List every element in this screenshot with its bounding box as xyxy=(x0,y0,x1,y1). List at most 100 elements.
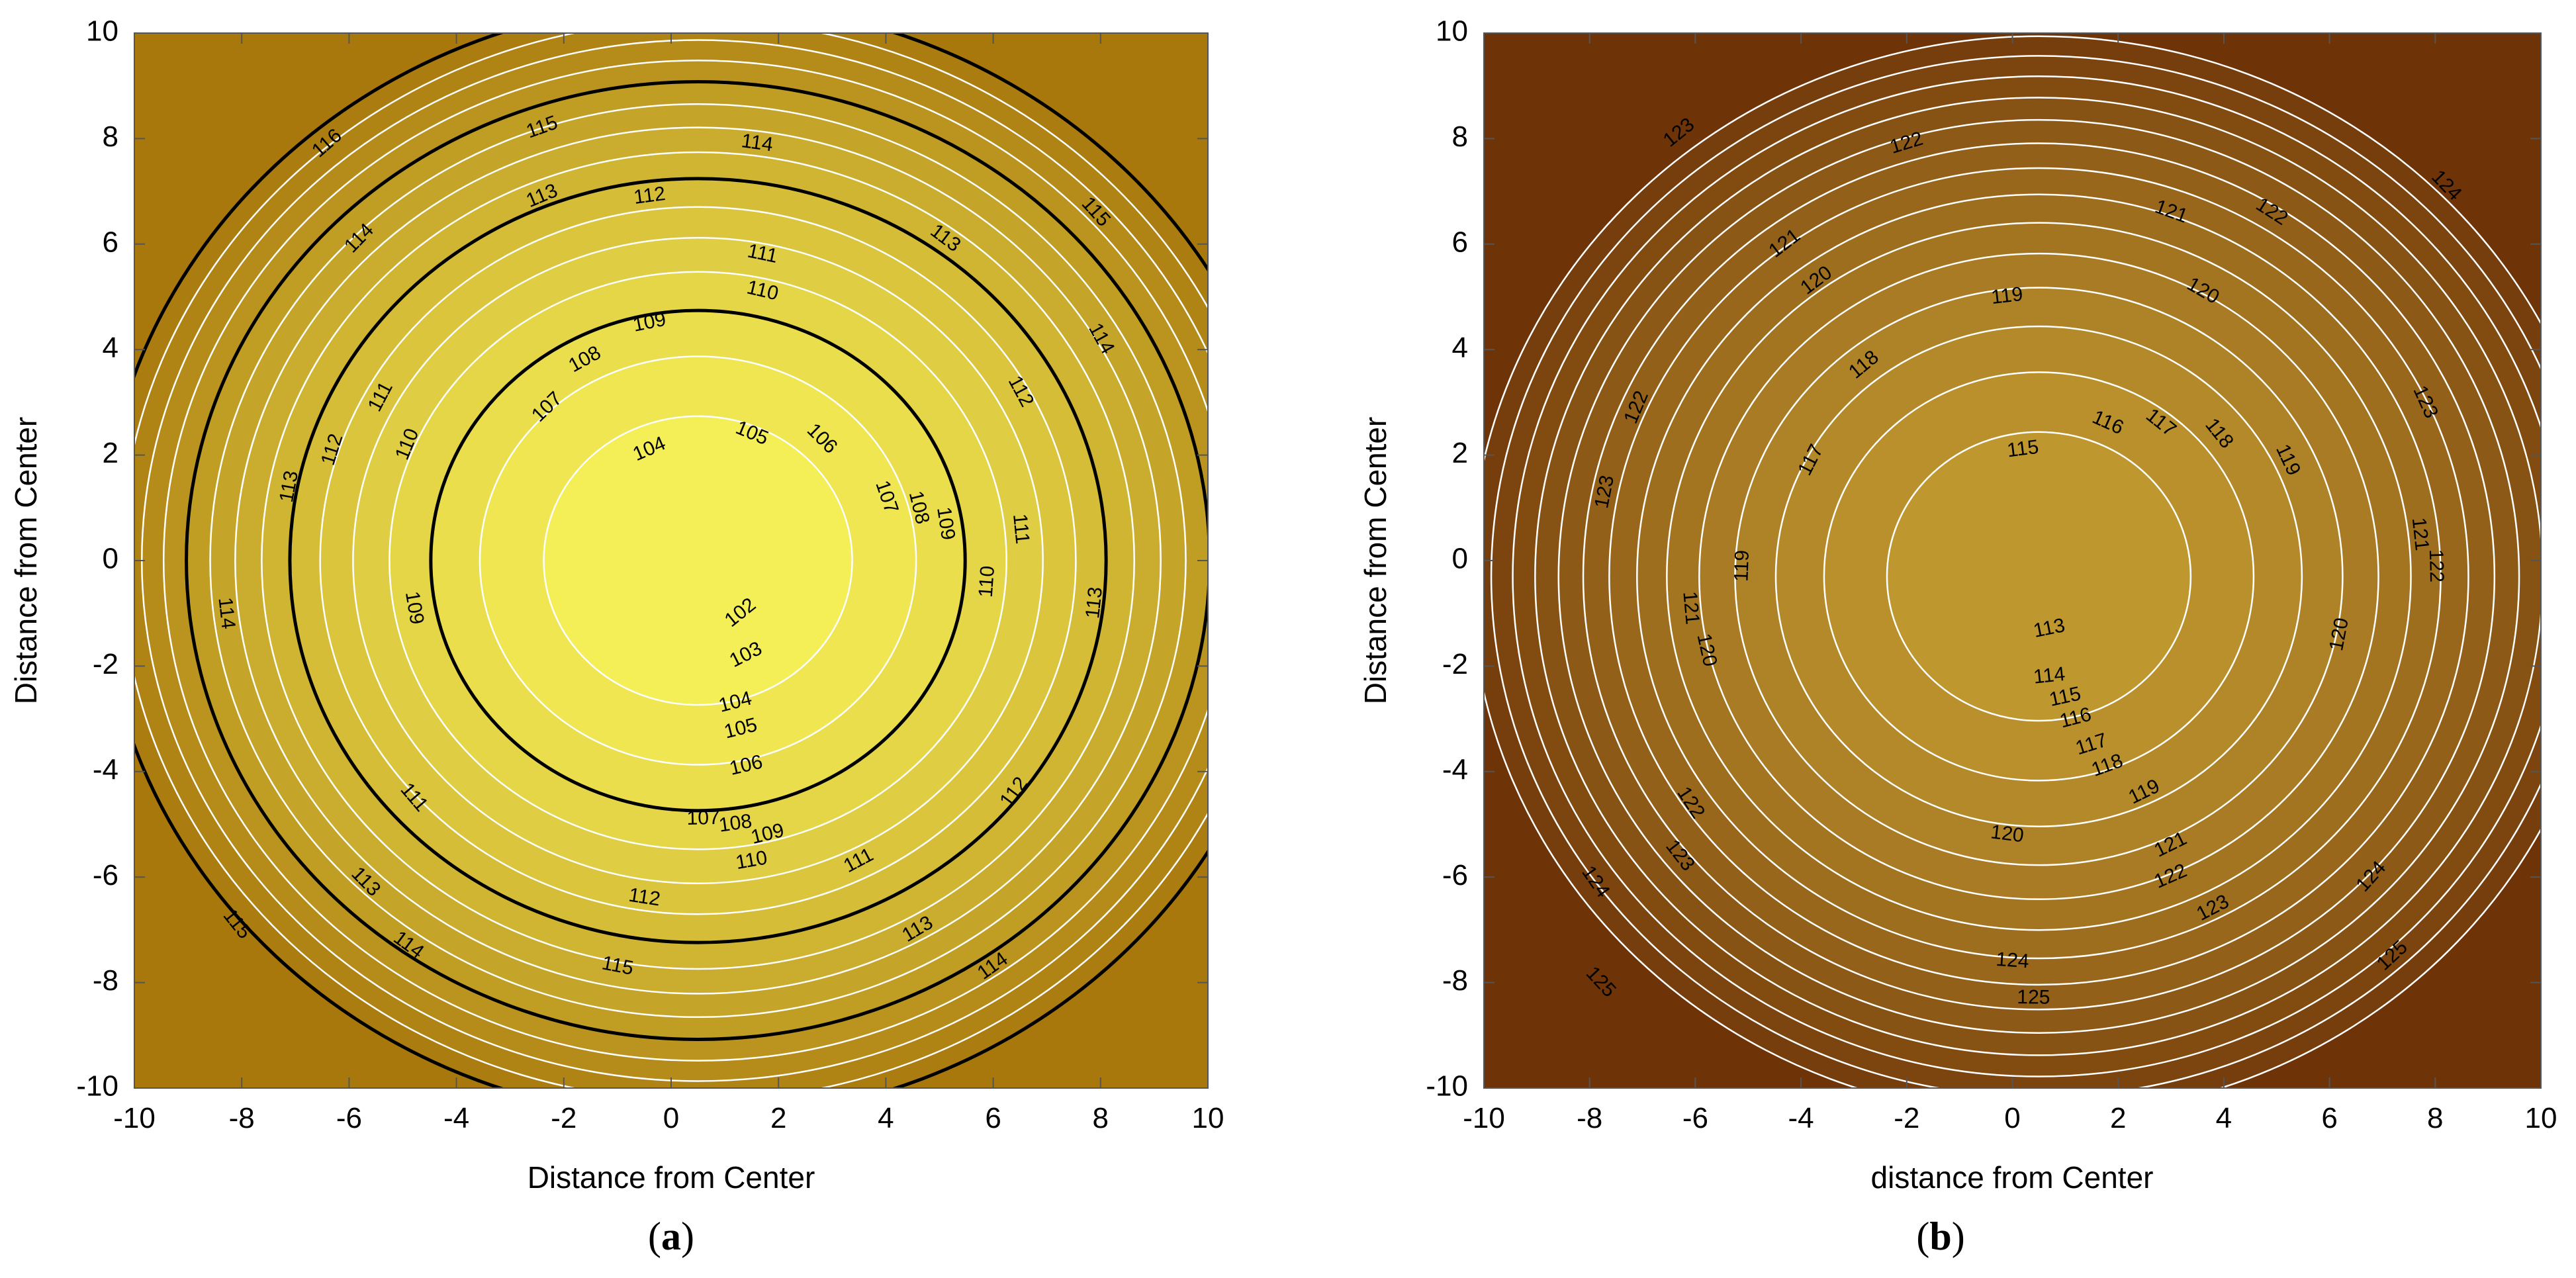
contour-line-110 xyxy=(234,126,1162,995)
y-tick-label: 6 xyxy=(103,226,118,258)
x-axis-title-b: distance from Center xyxy=(1871,1160,2154,1195)
y-tick-label: 4 xyxy=(103,332,118,364)
x-tick-label: -10 xyxy=(1463,1102,1505,1134)
x-tick-label: -8 xyxy=(229,1102,255,1134)
contour-fill-a xyxy=(134,33,1208,1088)
contour-label-120: 120 xyxy=(1990,821,2025,846)
x-tick-label: -2 xyxy=(1894,1102,1919,1134)
contour-line-106 xyxy=(352,236,1044,885)
x-tick-label: -2 xyxy=(551,1102,576,1134)
contour-label-110: 110 xyxy=(734,846,769,874)
y-tick-label: -8 xyxy=(1442,964,1468,997)
x-tick-label: 8 xyxy=(1093,1102,1109,1134)
contour-line-124 xyxy=(1491,55,2541,1088)
contour-line-118 xyxy=(1636,193,2442,960)
x-tick-label: -6 xyxy=(336,1102,362,1134)
y-tick-label: 10 xyxy=(86,15,118,48)
x-tick-label: -8 xyxy=(1577,1102,1602,1134)
y-axis-title-b: Distance from Center xyxy=(1358,417,1393,705)
panel-label-b: (b) xyxy=(1916,1214,1964,1258)
y-tick-label: 8 xyxy=(1452,120,1468,153)
y-tick-label: 10 xyxy=(1436,15,1468,48)
x-tick-label: 10 xyxy=(1192,1102,1224,1134)
contour-label-114: 114 xyxy=(2033,663,2066,688)
contour-label-121: 121 xyxy=(1679,590,1703,625)
y-tick-label: 0 xyxy=(103,543,118,575)
x-tick-label: 0 xyxy=(2004,1102,2020,1134)
y-tick-label: 8 xyxy=(103,120,118,153)
x-tick-label: 8 xyxy=(2427,1102,2443,1134)
contour-line-125 xyxy=(1484,35,2541,1088)
contour-label-112: 112 xyxy=(633,183,667,208)
y-axis-title-a: Distance from Center xyxy=(9,417,43,705)
x-tick-label: 0 xyxy=(663,1102,679,1134)
x-tick-label: 10 xyxy=(2525,1102,2557,1134)
y-tick-label: -4 xyxy=(93,753,118,786)
x-tick-label: 4 xyxy=(878,1102,894,1134)
contour-label-115: 115 xyxy=(2006,436,2041,462)
contour-label-119: 119 xyxy=(1990,283,2024,308)
panel-letter-a: a xyxy=(661,1214,681,1258)
contour-label-110: 110 xyxy=(975,565,999,598)
panel-label-a: (a) xyxy=(648,1214,694,1258)
x-axis-title-a: Distance from Center xyxy=(528,1160,815,1195)
contour-label-124: 124 xyxy=(1996,948,2030,972)
contour-line-107 xyxy=(319,206,1077,915)
x-tick-label: 2 xyxy=(770,1102,786,1134)
contour-lines-a xyxy=(134,33,1208,1088)
contour-label-119: 119 xyxy=(1730,550,1753,582)
contour-line-116 xyxy=(1698,252,2379,900)
contour-line-112 xyxy=(185,80,1208,1041)
contour-line-113 xyxy=(163,60,1208,1062)
contour-label-109: 109 xyxy=(933,506,959,541)
panel-letter-b: b xyxy=(1929,1214,1951,1258)
contour-band-102 xyxy=(543,416,852,706)
contour-line-119 xyxy=(1608,167,2469,986)
y-tick-label: 6 xyxy=(1452,226,1468,258)
contour-line-120 xyxy=(1582,142,2496,1011)
contour-label-111: 111 xyxy=(1009,513,1033,545)
x-tick-label: -6 xyxy=(1682,1102,1708,1134)
y-tick-label: -2 xyxy=(1442,648,1468,680)
contour-band-112 xyxy=(1886,432,2191,721)
y-tick-label: -4 xyxy=(1442,753,1468,786)
contour-label-113: 113 xyxy=(1081,586,1107,619)
contour-label-112: 112 xyxy=(627,884,662,911)
y-tick-label: 0 xyxy=(1452,543,1468,575)
contour-line-121 xyxy=(1557,118,2520,1034)
x-tick-label: 6 xyxy=(985,1102,1001,1134)
y-tick-label: -10 xyxy=(1426,1070,1468,1103)
contour-label-107: 107 xyxy=(686,807,720,829)
contour-line-115 xyxy=(1734,287,2344,866)
contour-line-111 xyxy=(209,103,1187,1019)
y-tick-label: -8 xyxy=(93,964,118,997)
contour-label-125: 125 xyxy=(2017,986,2050,1009)
contour-line-113 xyxy=(1823,371,2255,782)
contour-line-108 xyxy=(288,177,1108,944)
y-tick-label: -6 xyxy=(93,859,118,891)
axes-b: -10 -8 -6 -4 -2 0 2 4 6 8 10 -10 -8 -6 -4 -2 0 2 4 6 8 10 xyxy=(1426,15,2557,1134)
contour-label-122: 122 xyxy=(2425,549,2448,583)
contour-line-122 xyxy=(1534,97,2541,1056)
x-tick-label: 2 xyxy=(2110,1102,2126,1134)
contour-line-103 xyxy=(479,355,917,766)
x-tick-label: -4 xyxy=(443,1102,469,1134)
y-tick-label: -2 xyxy=(93,648,118,680)
contour-line-105 xyxy=(389,271,1007,850)
contour-line-109 xyxy=(261,151,1135,970)
y-tick-label: 2 xyxy=(1452,437,1468,469)
x-tick-label: 6 xyxy=(2321,1102,2337,1134)
y-tick-label: 4 xyxy=(1452,332,1468,364)
contour-line-123 xyxy=(1512,75,2541,1077)
y-tick-label: -6 xyxy=(1442,859,1468,891)
contour-line-104 xyxy=(429,308,967,813)
y-tick-label: 2 xyxy=(103,437,118,469)
x-tick-label: 4 xyxy=(2216,1102,2232,1134)
x-tick-label: -10 xyxy=(113,1102,156,1134)
contour-label-114: 114 xyxy=(214,596,239,630)
contour-line-117 xyxy=(1666,222,2412,931)
contour-label-114: 114 xyxy=(740,130,774,156)
